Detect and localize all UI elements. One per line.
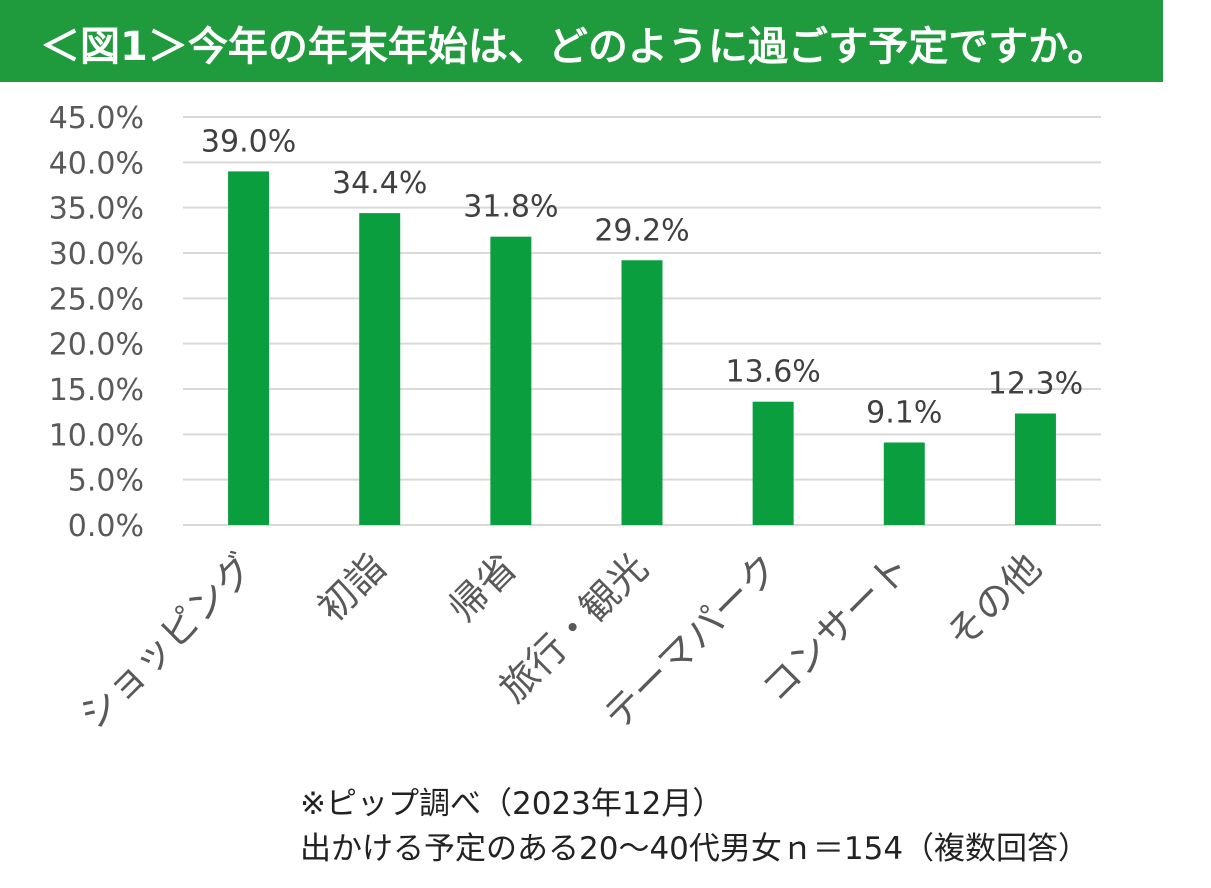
data-label: 9.1% (866, 395, 942, 430)
chart-title: ＜図1＞今年の年末年始は、どのように過ごす予定ですか。 (40, 24, 1108, 70)
footnote-source: ※ピップ調べ（2023年12月） (300, 786, 724, 822)
x-category-label: その他 (938, 545, 1050, 657)
bar (359, 213, 401, 525)
y-tick-label: 15.0% (49, 373, 144, 408)
data-label: 13.6% (725, 355, 820, 390)
bar (490, 236, 532, 525)
x-category-label: 帰省 (440, 545, 525, 630)
bar (883, 442, 925, 525)
y-tick-label: 10.0% (49, 418, 144, 453)
y-tick-label: 25.0% (49, 282, 144, 317)
y-tick-label: 30.0% (49, 237, 144, 272)
data-label: 34.4% (332, 166, 427, 201)
y-tick-label: 35.0% (49, 192, 144, 227)
bar (1014, 413, 1056, 525)
y-tick-label: 5.0% (68, 464, 144, 499)
data-label: 29.2% (594, 213, 689, 248)
bar (621, 260, 663, 525)
y-tick-label: 40.0% (49, 146, 144, 181)
y-tick-label: 45.0% (49, 101, 144, 136)
y-tick-label: 20.0% (49, 328, 144, 363)
x-category-label: ショッピング (71, 545, 263, 737)
bar (228, 171, 270, 525)
y-tick-label: 0.0% (68, 509, 144, 544)
data-label: 12.3% (988, 366, 1083, 401)
bar (752, 401, 794, 525)
title-bar: ＜図1＞今年の年末年始は、どのように過ごす予定ですか。 (0, 0, 1163, 82)
data-label: 39.0% (201, 124, 296, 159)
data-label: 31.8% (463, 190, 558, 225)
footnote-sample: 出かける予定のある20～40代男女ｎ＝154（複数回答） (300, 831, 1090, 867)
x-category-label: 初詣 (309, 545, 394, 630)
